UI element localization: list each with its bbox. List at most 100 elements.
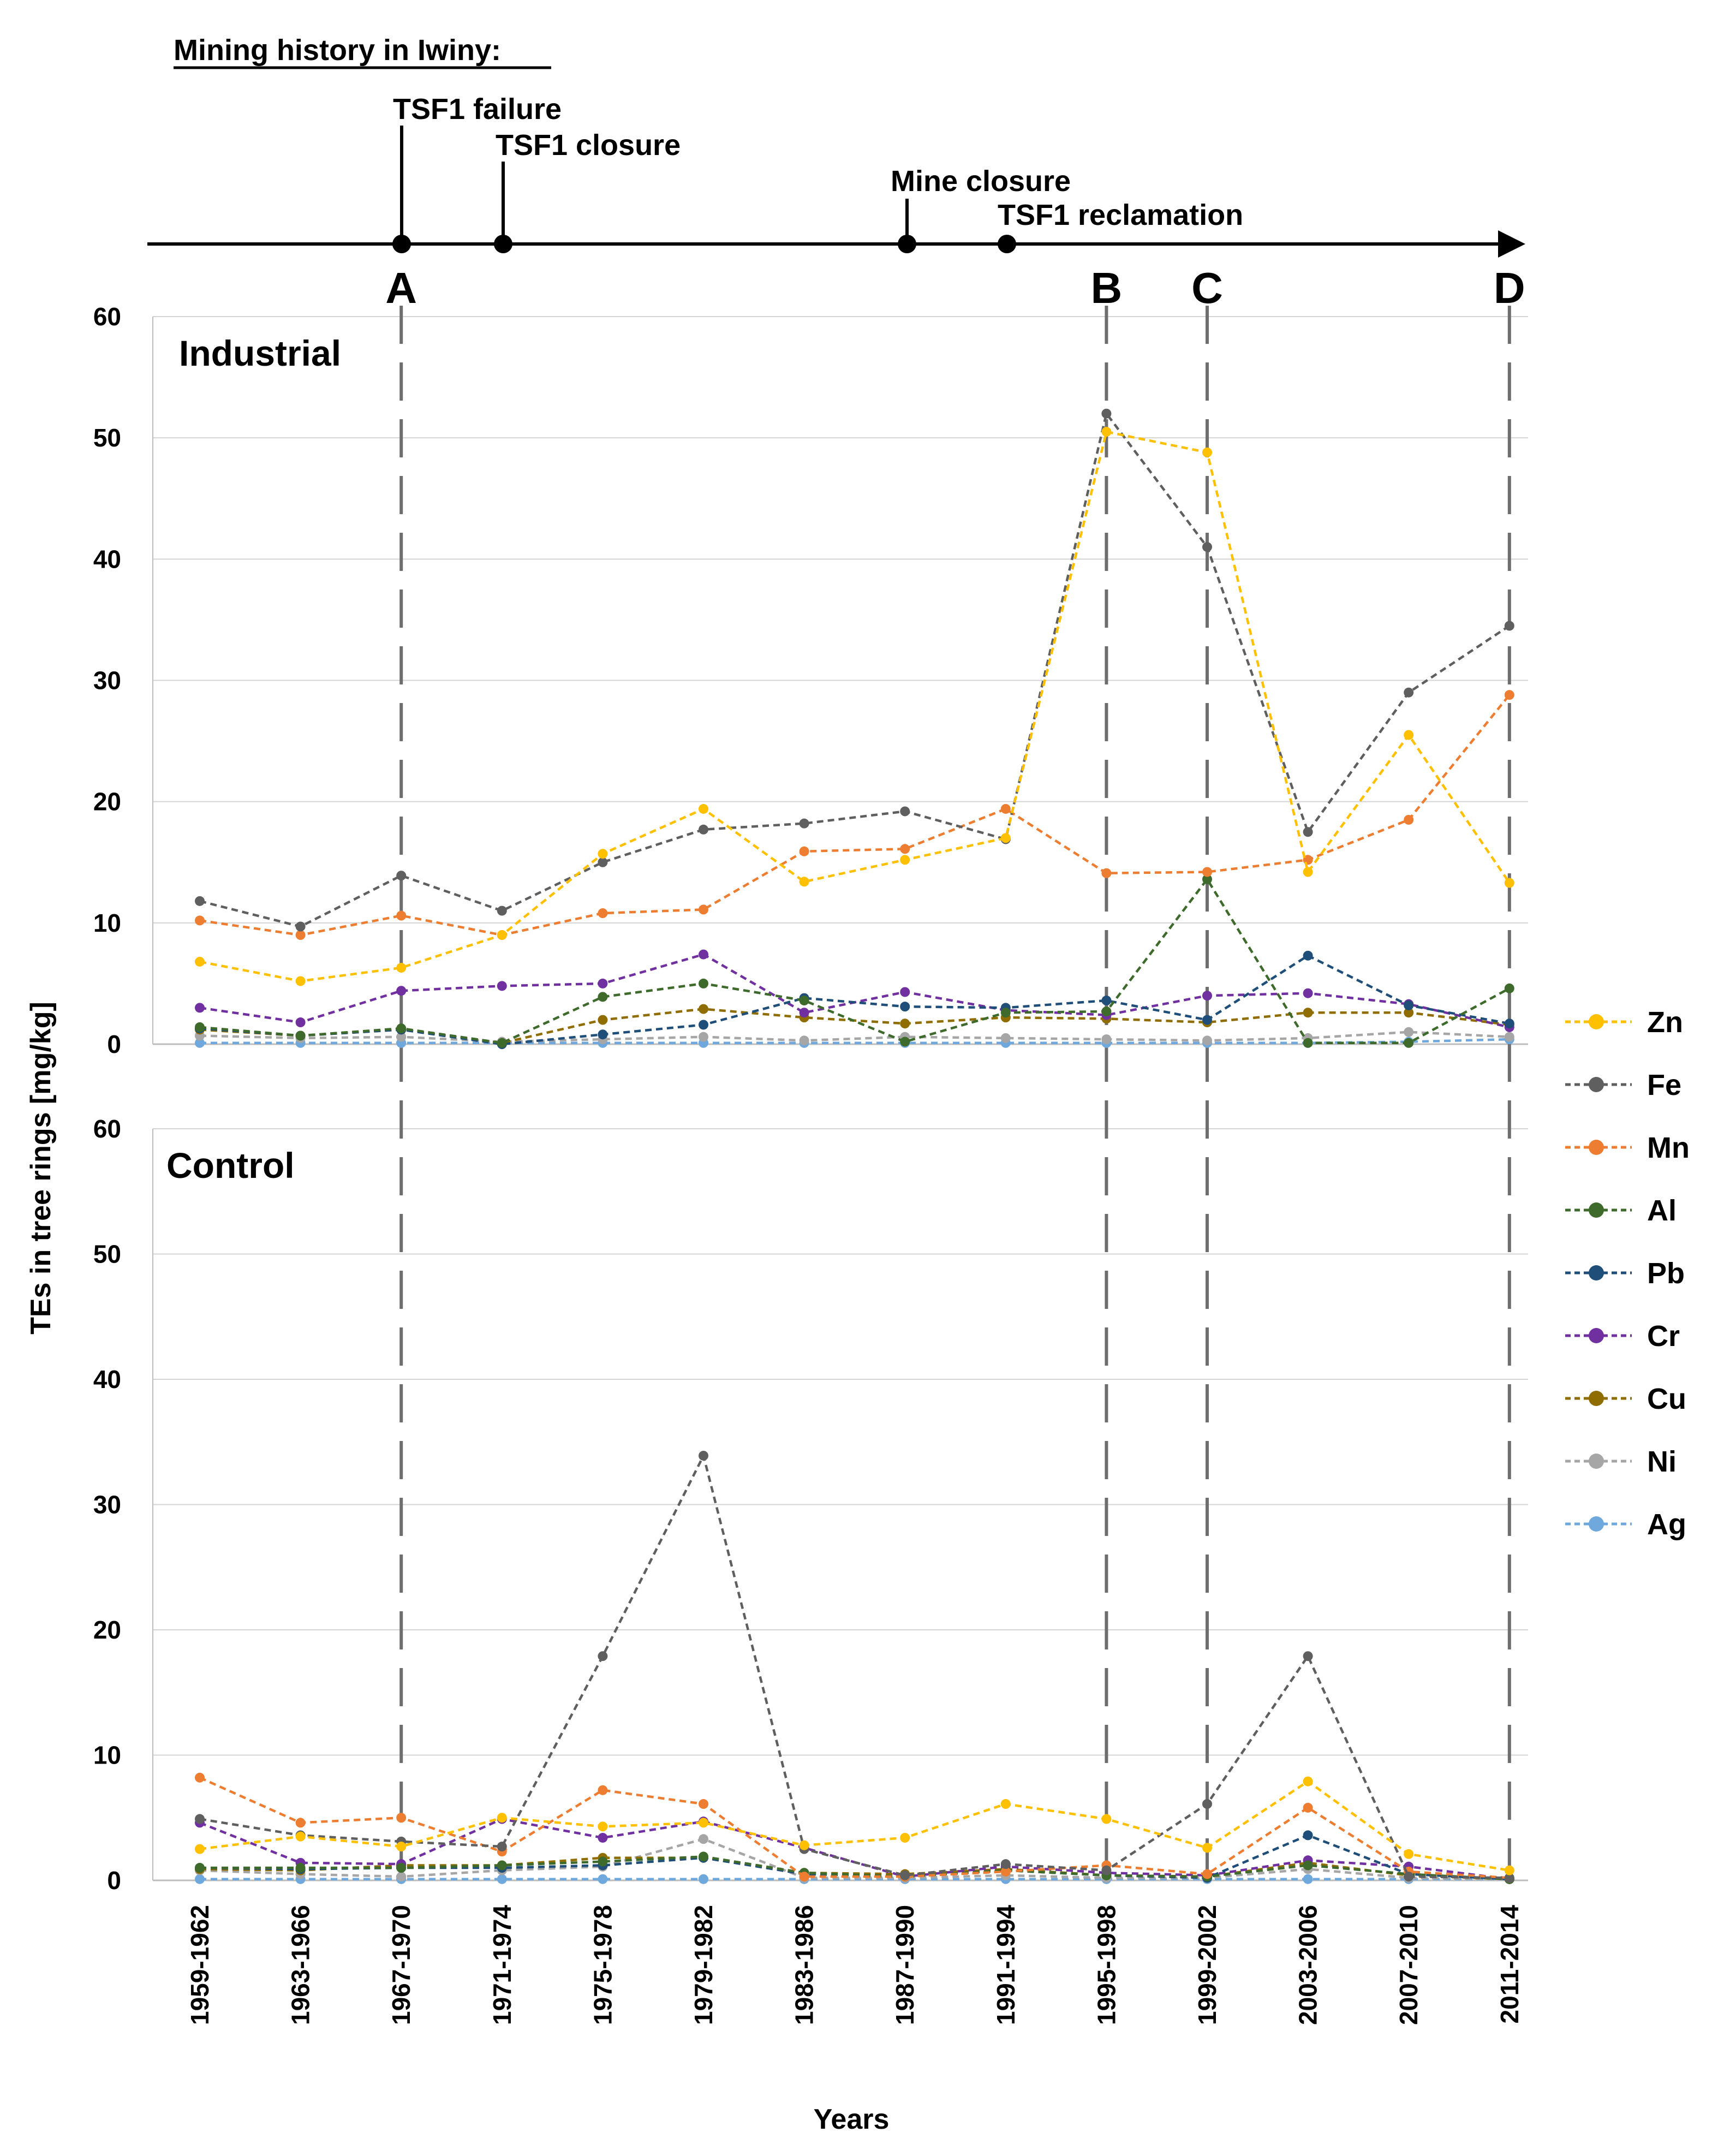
data-point-pb	[1101, 996, 1112, 1006]
legend-swatch-marker	[1589, 1140, 1604, 1155]
data-point-fe	[1303, 827, 1313, 837]
data-point-zn	[900, 855, 910, 865]
data-point-pb	[1303, 1830, 1313, 1841]
data-point-fe	[900, 806, 910, 817]
data-point-pb	[1504, 1019, 1514, 1029]
data-point-zn	[1202, 1843, 1212, 1853]
data-point-mn	[1202, 1869, 1212, 1879]
data-point-zn	[598, 1821, 608, 1832]
data-point-mn	[396, 910, 407, 921]
data-point-zn	[295, 976, 306, 986]
data-point-mn	[1000, 1866, 1011, 1877]
data-point-zn	[699, 803, 708, 814]
data-point-zn	[900, 1832, 910, 1843]
y-axis-title: TEs in tree rings [mg/kg]	[25, 1002, 57, 1335]
data-point-fe	[1504, 621, 1514, 631]
data-point-fe	[1504, 1873, 1514, 1883]
data-point-mn	[799, 1872, 809, 1882]
data-point-al	[1303, 1860, 1313, 1871]
series-line-ni	[199, 1837, 1510, 1880]
timeline-event-label: TSF1 closure	[496, 129, 681, 162]
data-point-cr	[598, 1832, 608, 1843]
legend-swatch-marker	[1589, 1014, 1604, 1029]
data-point-fe	[598, 1651, 608, 1661]
data-point-pb	[900, 1002, 910, 1012]
data-point-al	[195, 1022, 205, 1032]
data-point-pb	[1404, 1000, 1414, 1010]
data-point-fe	[1404, 687, 1414, 698]
data-point-cr	[295, 1017, 306, 1028]
timeline-event-dot	[494, 235, 512, 253]
data-point-pb	[1202, 1015, 1212, 1025]
data-point-ni	[396, 1032, 407, 1042]
data-point-cu	[1303, 1008, 1313, 1018]
data-point-fe	[699, 824, 708, 835]
data-point-ni	[1404, 1027, 1414, 1037]
y-tick-label: 40	[93, 1365, 121, 1393]
timeline-event-dot	[998, 235, 1016, 253]
data-point-ni	[396, 1872, 407, 1882]
legend-swatch-marker	[1589, 1454, 1604, 1469]
legend-swatch-marker	[1589, 1202, 1604, 1218]
data-point-fe	[195, 1814, 205, 1824]
series-line-zn	[199, 1779, 1510, 1872]
data-point-zn	[497, 930, 507, 940]
data-point-zn	[1303, 1776, 1313, 1786]
x-tick-label: 1983-1986	[790, 1905, 819, 2025]
data-point-al	[598, 992, 608, 1002]
y-tick-label: 20	[93, 788, 121, 816]
data-point-zn	[1504, 878, 1514, 888]
x-tick-label: 1963-1966	[287, 1905, 315, 2025]
data-point-zn	[195, 1844, 205, 1854]
data-point-ni	[699, 1834, 708, 1844]
x-tick-label: 1967-1970	[387, 1905, 415, 2025]
legend-swatch-marker	[1589, 1265, 1604, 1281]
y-tick-label: 0	[107, 1866, 121, 1895]
data-point-al	[497, 1860, 507, 1871]
x-tick-label: 1995-1998	[1092, 1905, 1120, 2025]
data-point-ag	[1303, 1874, 1313, 1884]
data-point-mn	[1101, 868, 1112, 878]
data-point-zn	[1000, 833, 1011, 843]
data-point-zn	[1504, 1865, 1514, 1875]
data-point-pb	[1303, 950, 1313, 961]
plot-area: 0 10 20 30 40 50 60 Industrial 0 10 20 30 40 50 60 Cont…	[93, 264, 1528, 2025]
data-point-ni	[1504, 1032, 1514, 1042]
data-point-ni	[799, 1035, 809, 1046]
data-point-fe	[497, 906, 507, 916]
series-line-ni	[199, 1031, 1510, 1043]
legend: Zn Fe Mn Al Pb Cr Cu Ni Ag	[1565, 1006, 1690, 1541]
data-point-mn	[295, 1818, 306, 1828]
legend-label-cu: Cu	[1647, 1383, 1686, 1415]
data-point-fe	[1000, 1859, 1011, 1869]
y-tick-label: 60	[93, 302, 121, 331]
series-line-fe	[199, 1452, 1510, 1879]
timeline-event-dot	[392, 235, 411, 253]
legend-label-cr: Cr	[1647, 1320, 1680, 1353]
data-point-zn	[295, 1831, 306, 1842]
data-point-fe	[900, 1870, 910, 1880]
y-tick-label: 0	[107, 1030, 121, 1058]
data-point-mn	[1303, 1802, 1313, 1813]
data-point-fe	[1101, 408, 1112, 419]
data-point-al	[295, 1863, 306, 1873]
x-tick-label: 1987-1990	[891, 1905, 919, 2025]
data-point-pb	[598, 1029, 608, 1040]
data-point-cr	[699, 949, 708, 960]
data-point-al	[195, 1863, 205, 1873]
data-point-mn	[195, 915, 205, 926]
data-point-zn	[1101, 427, 1112, 437]
x-axis-title: Years	[814, 2104, 890, 2135]
data-point-zn	[1404, 1849, 1414, 1859]
y-tick-label: 30	[93, 1491, 121, 1519]
data-point-zn	[1000, 1799, 1011, 1809]
data-point-zn	[195, 956, 205, 967]
data-point-al	[396, 1863, 407, 1873]
series-line-al	[199, 877, 1510, 1045]
data-point-zn	[799, 877, 809, 887]
data-point-zn	[1404, 730, 1414, 740]
data-point-al	[799, 996, 809, 1006]
data-point-mn	[699, 1799, 708, 1809]
series-line-cr	[199, 953, 1510, 1029]
